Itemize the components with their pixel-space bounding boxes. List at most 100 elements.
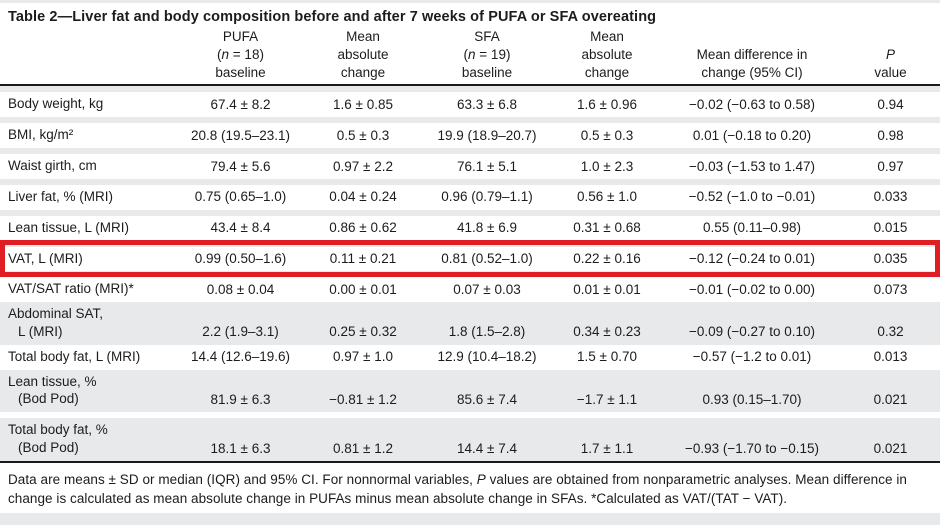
table-row: BMI, kg/m² 20.8 (19.5–23.1) 0.5 ± 0.3 19… (0, 123, 940, 149)
cell-pufa-baseline: 14.4 (12.6–19.6) (190, 349, 291, 365)
row-label: Lean tissue, % (Bod Pod) (0, 373, 178, 409)
cell-sfa-mean-change: 0.01 ± 0.01 (573, 281, 641, 297)
row-label-line1: Abdominal SAT, (8, 306, 104, 322)
bottom-edge-strip (0, 512, 940, 525)
cell-pufa-mean-change: 0.81 ± 1.2 (333, 440, 393, 456)
cell-p-value: 0.94 (877, 96, 904, 112)
cell-mean-difference: 0.55 (0.11–0.98) (702, 220, 802, 236)
cell-pufa-mean-change: −0.81 ± 1.2 (329, 391, 397, 407)
cell-mean-difference: −0.12 (−0.24 to 0.01) (688, 251, 816, 267)
cell-p-value: 0.073 (873, 281, 908, 297)
column-header-pufa-baseline: PUFA (n = 18) baseline (215, 29, 266, 80)
cell-pufa-mean-change: 0.97 ± 1.0 (333, 349, 393, 365)
column-header-sfa-baseline: SFA (n = 19) baseline (461, 29, 513, 80)
row-separator (0, 148, 940, 155)
cell-pufa-baseline: 18.1 ± 6.3 (210, 440, 271, 456)
cell-pufa-mean-change: 0.04 ± 0.24 (329, 189, 397, 205)
cell-sfa-baseline: 85.6 ± 7.4 (457, 391, 517, 407)
row-separator (0, 412, 940, 419)
cell-sfa-mean-change: 1.6 ± 0.96 (577, 96, 637, 112)
cell-p-value: 0.97 (877, 158, 904, 174)
bottom-rule (0, 460, 940, 464)
cell-p-value: 0.035 (873, 251, 908, 267)
cell-sfa-baseline: 14.4 ± 7.4 (457, 440, 517, 456)
table-row: VAT, L (MRI) 0.99 (0.50–1.6) 0.11 ± 0.21… (0, 246, 940, 272)
row-label: Liver fat, % (MRI) (0, 188, 178, 206)
cell-p-value: 0.32 (877, 324, 904, 340)
cell-mean-difference: −0.52 (−1.0 to −0.01) (688, 189, 816, 205)
cell-mean-difference: −0.93 (−1.70 to −0.15) (685, 440, 819, 456)
cell-sfa-mean-change: 0.31 ± 0.68 (573, 220, 641, 236)
table-title: Table 2—Liver fat and body composition b… (8, 9, 657, 25)
cell-pufa-baseline: 67.4 ± 8.2 (210, 96, 271, 112)
column-header-pufa-mean-change: Mean absolute change (337, 29, 389, 80)
cell-sfa-mean-change: 0.34 ± 0.23 (573, 324, 641, 340)
table-row: Total body fat, L (MRI) 14.4 (12.6–19.6)… (0, 344, 940, 370)
cell-pufa-baseline: 0.08 ± 0.04 (206, 281, 275, 297)
table-footnote: Data are means ± SD or median (IQR) and … (8, 472, 907, 507)
cell-sfa-baseline: 12.9 (10.4–18.2) (437, 349, 537, 365)
cell-p-value: 0.033 (873, 189, 908, 205)
cell-mean-difference: 0.93 (0.15–1.70) (702, 391, 802, 407)
row-label: Body weight, kg (0, 95, 178, 113)
cell-pufa-mean-change: 0.86 ± 0.62 (329, 220, 397, 236)
cell-sfa-mean-change: 0.56 ± 1.0 (577, 189, 637, 205)
cell-p-value: 0.021 (873, 391, 908, 407)
cell-sfa-mean-change: 0.5 ± 0.3 (580, 127, 634, 143)
cell-sfa-baseline: 41.8 ± 6.9 (457, 220, 517, 236)
cell-pufa-mean-change: 0.25 ± 0.32 (329, 324, 397, 340)
row-label: Abdominal SAT, L (MRI) (0, 305, 178, 341)
cell-p-value: 0.021 (873, 440, 908, 456)
cell-pufa-mean-change: 0.00 ± 0.01 (329, 281, 397, 297)
row-label-line1: BMI, kg/m² (8, 127, 74, 143)
cell-pufa-baseline: 79.4 ± 5.6 (210, 158, 271, 174)
row-label-line1: Total body fat, L (MRI) (8, 348, 141, 364)
cell-sfa-mean-change: 1.0 ± 2.3 (580, 158, 634, 174)
row-label: Waist girth, cm (0, 157, 178, 175)
row-separator (0, 117, 940, 124)
row-label: Lean tissue, L (MRI) (0, 219, 178, 237)
table-header-row: PUFA (n = 18) baseline Mean absolute change … (0, 28, 940, 87)
cell-sfa-baseline: 63.3 ± 6.8 (457, 96, 517, 112)
cell-sfa-baseline: 0.81 (0.52–1.0) (441, 251, 533, 267)
row-label-line1: Body weight, kg (8, 96, 104, 112)
row-label-line1: Waist girth, cm (8, 158, 97, 174)
row-label-line2: (Bod Pod) (18, 440, 79, 455)
column-header-sfa-mean-change: Mean absolute change (581, 29, 633, 80)
table-row: Body weight, kg 67.4 ± 8.2 1.6 ± 0.85 63… (0, 92, 940, 118)
cell-sfa-mean-change: 1.5 ± 0.70 (577, 349, 637, 365)
cell-pufa-mean-change: 1.6 ± 0.85 (333, 96, 393, 112)
cell-mean-difference: 0.01 (−0.18 to 0.20) (692, 127, 812, 143)
cell-mean-difference: −0.57 (−1.2 to 0.01) (692, 349, 812, 365)
row-separator (0, 178, 940, 185)
row-separator (0, 86, 940, 93)
table-row: Waist girth, cm 79.4 ± 5.6 0.97 ± 2.2 76… (0, 154, 940, 179)
row-label-line2: (Bod Pod) (18, 391, 79, 407)
cell-pufa-baseline: 0.99 (0.50–1.6) (194, 251, 287, 267)
cell-pufa-mean-change: 0.5 ± 0.3 (336, 127, 390, 143)
table-row: Liver fat, % (MRI) 0.75 (0.65–1.0) 0.04 … (0, 184, 940, 210)
cell-pufa-baseline: 43.4 ± 8.4 (210, 220, 271, 236)
row-label-line1: Lean tissue, % (8, 373, 97, 389)
cell-pufa-mean-change: 0.97 ± 2.2 (333, 158, 393, 174)
row-label-line2: L (MRI) (18, 323, 63, 339)
table-row: Lean tissue, L (MRI) 43.4 ± 8.4 0.86 ± 0… (0, 215, 940, 241)
cell-mean-difference: −0.02 (−0.63 to 0.58) (688, 96, 816, 112)
row-label-line1: Lean tissue, L (MRI) (8, 219, 130, 235)
row-label: BMI, kg/m² (0, 126, 178, 144)
cell-sfa-mean-change: −1.7 ± 1.1 (576, 391, 638, 407)
top-edge-strip (0, 0, 940, 3)
row-label-line1: Total body fat, % (8, 422, 108, 438)
cell-pufa-mean-change: 0.11 ± 0.21 (329, 251, 397, 267)
cell-sfa-baseline: 0.96 (0.79–1.1) (441, 189, 533, 205)
cell-p-value: 0.98 (877, 127, 904, 143)
column-header-mean-difference: Mean difference in change (95% CI) (696, 46, 808, 80)
cell-pufa-baseline: 81.9 ± 6.3 (210, 391, 271, 407)
row-label: Total body fat, % (Bod Pod) (0, 421, 178, 457)
cell-p-value: 0.013 (873, 349, 908, 365)
cell-p-value: 0.015 (873, 220, 908, 236)
cell-sfa-mean-change: 1.7 ± 1.1 (580, 440, 634, 456)
cell-pufa-baseline: 2.2 (1.9–3.1) (202, 324, 279, 340)
